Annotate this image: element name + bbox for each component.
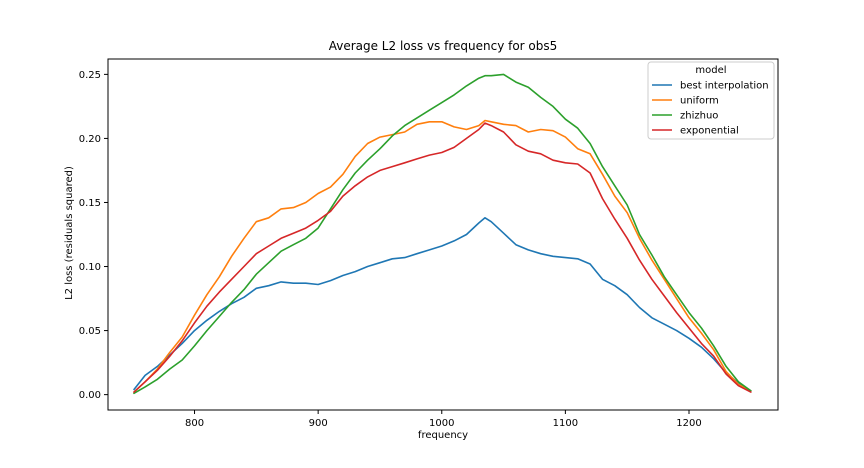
- y-tick-label: 0.05: [79, 326, 101, 337]
- x-tick-label: 1000: [429, 418, 454, 429]
- legend-label-exponential: exponential: [680, 126, 739, 137]
- legend: model best interpolation uniform zhizhuo ex…: [647, 61, 775, 140]
- legend-label-uniform: uniform: [680, 96, 719, 107]
- x-tick-label: 800: [185, 418, 204, 429]
- legend-label-zhizhuo: zhizhuo: [680, 111, 718, 122]
- y-axis-ticks: 0.00 0.05 0.10 0.15 0.20 0.25: [79, 70, 108, 401]
- x-axis-ticks: 800 900 1000 1100 1200: [185, 410, 702, 429]
- x-tick-label: 900: [309, 418, 328, 429]
- series-line-zhizhuo: [133, 73, 752, 395]
- x-axis-label: frequency: [418, 430, 468, 441]
- legend-label-best-interpolation: best interpolation: [680, 81, 769, 92]
- y-tick-label: 0.00: [79, 390, 101, 401]
- y-tick-label: 0.25: [79, 70, 101, 81]
- legend-title: model: [695, 65, 726, 76]
- legend-items: best interpolation uniform zhizhuo exponent…: [652, 81, 769, 137]
- y-axis-label: L2 loss (residuals squared): [64, 166, 75, 300]
- series-line-best-interpolation: [133, 217, 752, 392]
- series-line-exponential: [133, 122, 752, 393]
- plot-lines: [133, 73, 752, 395]
- y-tick-label: 0.20: [79, 134, 101, 145]
- plot-frame: [107, 58, 779, 411]
- series-line-uniform: [133, 119, 752, 393]
- y-tick-label: 0.15: [79, 198, 101, 209]
- x-tick-label: 1200: [676, 418, 701, 429]
- y-tick-label: 0.10: [79, 262, 101, 273]
- x-tick-label: 1100: [553, 418, 578, 429]
- chart-title: Average L2 loss vs frequency for obs5: [329, 39, 558, 53]
- legend-box: [647, 61, 775, 140]
